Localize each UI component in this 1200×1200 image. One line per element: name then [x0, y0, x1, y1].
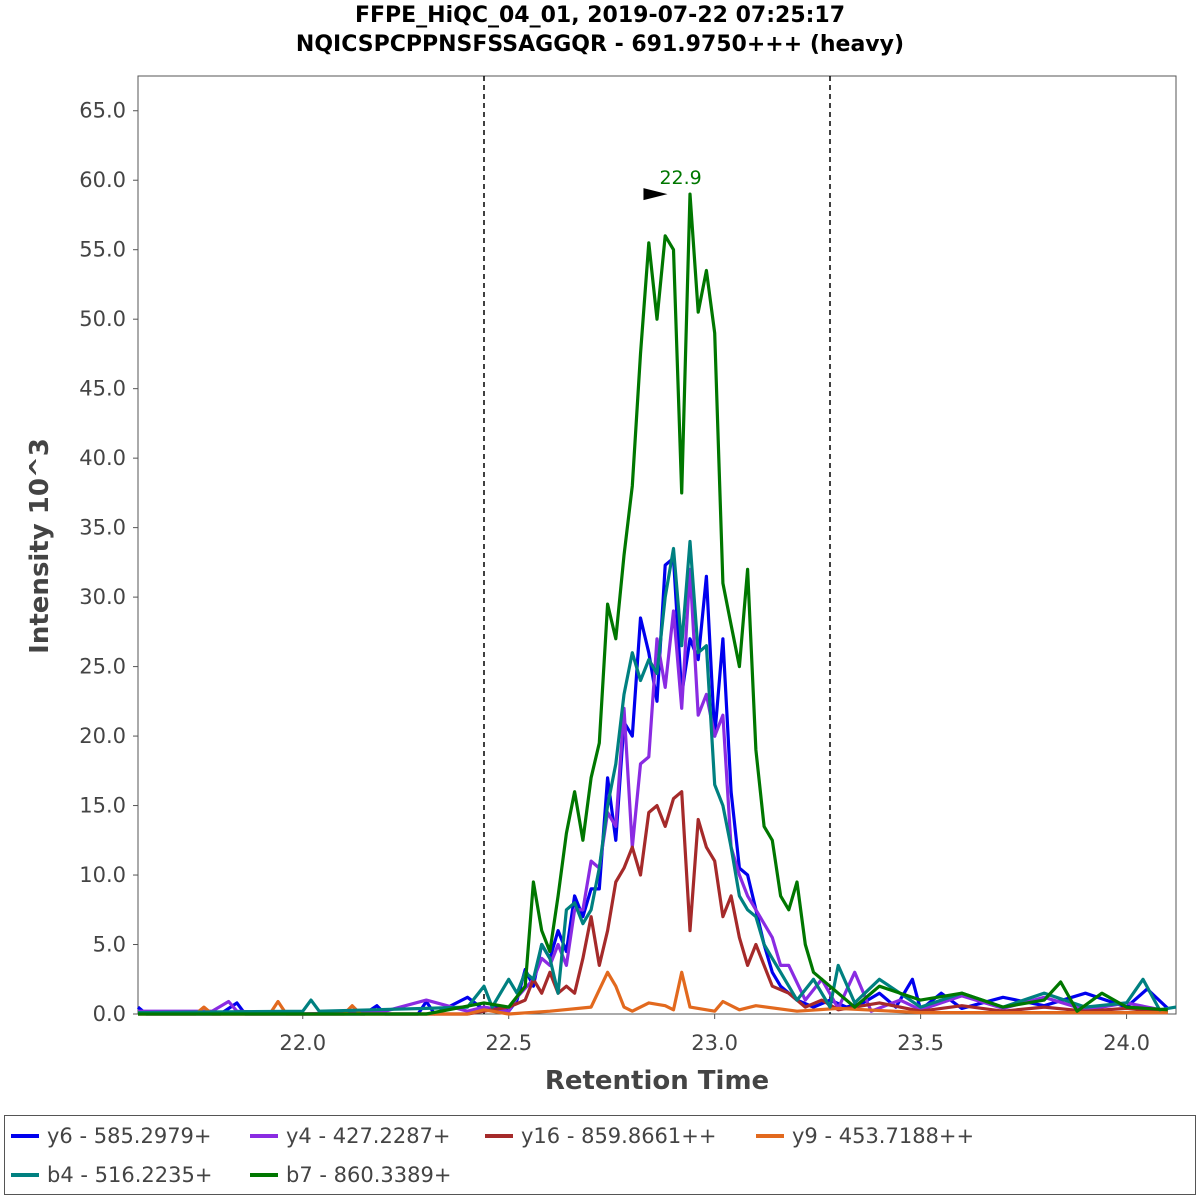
legend-label-y6: y6 - 585.2979+	[47, 1124, 212, 1148]
legend-label-y4: y4 - 427.2287+	[286, 1124, 451, 1148]
y-axis-title: Intensity 10^3	[25, 438, 55, 654]
legend: y6 - 585.2979+ y4 - 427.2287+ y16 - 859.…	[4, 1115, 1196, 1195]
x-axis-title: Retention Time	[545, 1066, 769, 1096]
legend-label-y16: y16 - 859.8661++	[521, 1124, 717, 1148]
peak-arrow-icon	[643, 188, 668, 201]
chromatogram-chart: FFPE_HiQC_04_01, 2019-07-22 07:25:17 NQI…	[25, 3, 1177, 1096]
legend-item-y9: y9 - 453.7188++	[756, 1124, 974, 1148]
y-tick-label: 5.0	[93, 933, 126, 957]
legend-item-y6: y6 - 585.2979+	[11, 1124, 212, 1148]
series-line-y9	[138, 970, 1168, 1016]
legend-swatch-y4	[250, 1134, 278, 1138]
legend-swatch-y16	[485, 1134, 513, 1138]
x-tick-label: 22.5	[485, 1031, 532, 1055]
legend-item-y16: y16 - 859.8661++	[485, 1124, 716, 1148]
plot-frame	[137, 75, 1177, 1015]
series-line-b7	[138, 192, 1168, 1016]
y-tick-label: 0.0	[93, 1002, 126, 1026]
y-tick-label: 10.0	[79, 863, 126, 887]
series-line-y4	[138, 567, 1169, 1016]
y-tick-label: 45.0	[79, 377, 126, 401]
y-tick-label: 40.0	[79, 446, 126, 470]
y-tick-label: 55.0	[79, 238, 126, 262]
legend-item-b4: b4 - 516.2235+	[11, 1163, 212, 1187]
y-tick-label: 35.0	[79, 516, 126, 540]
y-tick-label: 65.0	[79, 99, 126, 123]
y-tick-label: 30.0	[79, 585, 126, 609]
legend-swatch-b4	[11, 1173, 39, 1177]
chart-title: FFPE_HiQC_04_01, 2019-07-22 07:25:17	[355, 3, 845, 28]
y-tick-label: 50.0	[79, 307, 126, 331]
legend-swatch-b7	[250, 1173, 278, 1177]
legend-swatch-y6	[11, 1134, 39, 1138]
legend-item-b7: b7 - 860.3389+	[250, 1163, 451, 1187]
y-tick-label: 25.0	[79, 655, 126, 679]
legend-label-b4: b4 - 516.2235+	[47, 1163, 213, 1187]
y-tick-label: 15.0	[79, 794, 126, 818]
peak-label: 22.9	[659, 167, 701, 189]
x-tick-label: 24.0	[1103, 1031, 1150, 1055]
legend-swatch-y9	[756, 1134, 784, 1138]
x-tick-label: 23.5	[897, 1031, 944, 1055]
chart-subtitle: NQICSPCPPNSFSSAGGQR - 691.9750+++ (heavy…	[296, 32, 904, 57]
y-tick-label: 20.0	[79, 724, 126, 748]
series-line-b4	[137, 539, 1177, 1015]
legend-label-b7: b7 - 860.3389+	[286, 1163, 452, 1187]
x-tick-label: 23.0	[691, 1031, 738, 1055]
y-tick-label: 60.0	[79, 168, 126, 192]
legend-label-y9: y9 - 453.7188++	[792, 1124, 975, 1148]
legend-item-y4: y4 - 427.2287+	[250, 1124, 451, 1148]
x-tick-label: 22.0	[279, 1031, 326, 1055]
